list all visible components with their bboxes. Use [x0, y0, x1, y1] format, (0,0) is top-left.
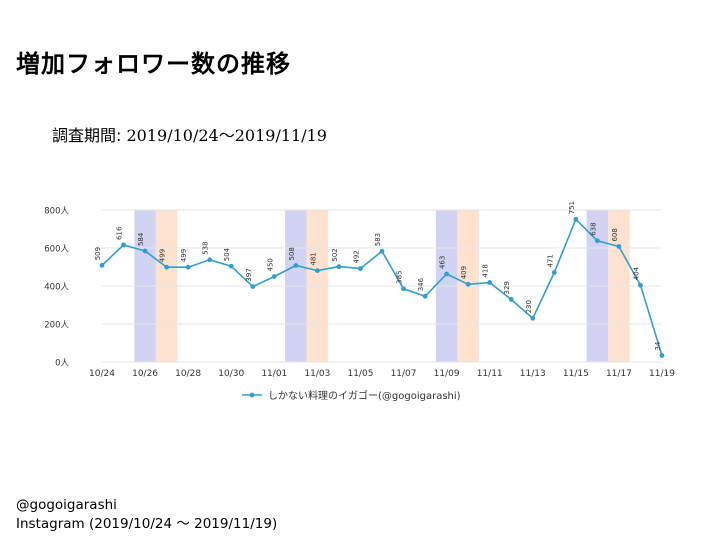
data-label: 409	[460, 266, 468, 279]
data-label: 508	[288, 247, 296, 260]
data-point	[573, 216, 579, 222]
data-point	[551, 270, 557, 275]
x-tick-label: 11/17	[606, 369, 632, 379]
x-tick-label: 10/24	[89, 369, 115, 379]
follower-line-chart: 0人 200人 400人 600人 800人 10/24 10/26 10/28 10/30 11…	[44, 201, 675, 402]
data-label: 404	[632, 266, 640, 280]
data-label: 346	[417, 277, 425, 291]
data-label: 538	[202, 241, 210, 254]
data-point	[508, 297, 514, 302]
data-label: 230	[525, 300, 533, 313]
data-point	[121, 242, 126, 248]
data-label: 329	[503, 281, 511, 294]
legend-label: しかない料理のイガゴー(@gogoigarashi)	[268, 389, 461, 402]
data-label: 616	[116, 226, 124, 240]
data-point	[250, 284, 256, 289]
page-title: 増加フォロワー数の推移	[16, 50, 291, 78]
data-point	[336, 264, 342, 270]
x-tick-label: 11/19	[649, 369, 675, 379]
data-point	[530, 315, 536, 321]
data-point	[638, 282, 643, 288]
x-tick-label: 11/11	[477, 369, 503, 379]
data-point	[185, 264, 191, 270]
data-point	[401, 286, 406, 292]
x-tick-label: 11/03	[304, 369, 330, 379]
y-tick-label: 0人	[55, 359, 69, 369]
y-tick-label: 200人	[44, 321, 69, 331]
data-label: 751	[568, 201, 576, 214]
survey-period: 調査期間: 2019/10/24〜2019/11/19	[52, 122, 327, 146]
data-label: 385	[396, 270, 404, 283]
data-point	[444, 271, 450, 277]
legend-swatch-marker	[249, 392, 255, 398]
data-point	[379, 248, 385, 254]
data-point	[271, 274, 277, 279]
data-point	[422, 293, 428, 299]
data-label: 34	[654, 341, 662, 350]
data-point	[659, 353, 665, 358]
x-tick-label: 10/30	[218, 369, 244, 379]
x-tick-label: 11/13	[520, 369, 546, 379]
data-label: 463	[439, 256, 447, 269]
footer-source: @gogoigarashi Instagram (2019/10/24 〜 20…	[16, 496, 277, 534]
data-label: 397	[245, 268, 253, 281]
data-label: 481	[309, 252, 317, 265]
y-tick-label: 600人	[44, 245, 69, 255]
x-tick-label: 11/05	[347, 369, 373, 379]
data-point	[616, 244, 622, 249]
data-label: 471	[546, 254, 554, 267]
data-label: 502	[331, 248, 339, 261]
x-tick-label: 11/01	[261, 369, 287, 379]
data-label: 584	[137, 232, 145, 246]
data-point	[228, 263, 234, 269]
data-label: 509	[94, 247, 102, 260]
x-tick-label: 10/26	[132, 369, 158, 379]
data-label: 608	[611, 228, 619, 241]
data-label: 418	[482, 264, 490, 277]
data-point	[99, 262, 105, 268]
data-point	[142, 248, 148, 254]
data-label: 638	[589, 222, 597, 235]
data-label: 499	[180, 249, 188, 262]
data-point	[207, 257, 213, 263]
x-tick-label: 10/28	[175, 369, 201, 379]
data-point	[314, 268, 320, 274]
survey-period-value: 2019/10/24〜2019/11/19	[126, 126, 327, 145]
survey-period-label: 調査期間:	[52, 126, 122, 145]
footer-source-text: Instagram (2019/10/24 〜 2019/11/19)	[16, 516, 278, 532]
data-point	[594, 238, 600, 244]
footer-account: @gogoigarashi	[16, 497, 117, 513]
x-tick-label: 11/09	[434, 369, 460, 379]
data-label: 450	[266, 258, 274, 271]
data-point	[465, 281, 471, 287]
x-tick-label: 11/15	[563, 369, 589, 379]
x-tick-label: 11/07	[391, 369, 417, 379]
y-tick-label: 400人	[44, 283, 69, 293]
data-point	[358, 266, 363, 271]
data-point	[293, 263, 299, 268]
data-label: 504	[223, 247, 231, 261]
data-point	[164, 264, 170, 270]
data-point	[487, 280, 493, 285]
data-label: 583	[374, 233, 382, 246]
y-tick-label: 800人	[44, 207, 69, 217]
data-label: 499	[159, 249, 167, 262]
data-label: 492	[352, 250, 360, 263]
